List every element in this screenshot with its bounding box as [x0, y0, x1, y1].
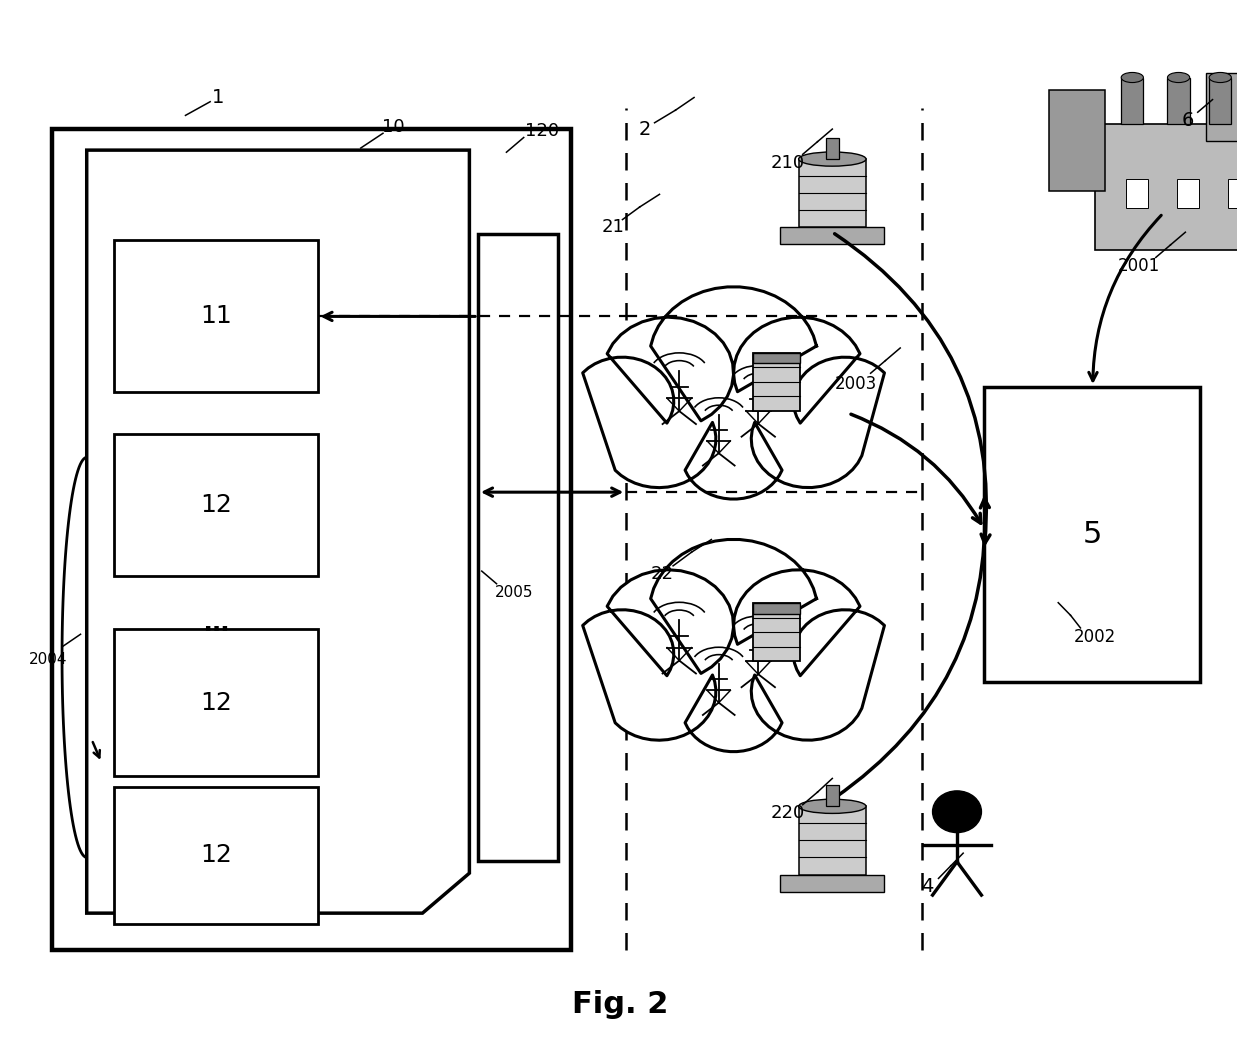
Bar — [754, 603, 800, 614]
Polygon shape — [583, 287, 884, 499]
Text: 6: 6 — [1182, 111, 1194, 130]
Bar — [826, 785, 838, 806]
Bar — [780, 227, 884, 244]
Text: 220: 220 — [771, 804, 805, 822]
Polygon shape — [87, 150, 470, 913]
Text: 210: 210 — [771, 153, 805, 171]
Text: 12: 12 — [200, 691, 232, 714]
Ellipse shape — [1168, 72, 1189, 83]
Text: 22: 22 — [651, 565, 673, 583]
Text: 2003: 2003 — [835, 375, 877, 393]
Bar — [114, 434, 317, 577]
Bar — [826, 139, 838, 159]
Bar — [1126, 179, 1148, 208]
Bar — [780, 875, 884, 892]
Text: 120: 120 — [526, 122, 559, 140]
Ellipse shape — [1121, 72, 1143, 83]
Bar — [754, 352, 800, 363]
Ellipse shape — [1209, 72, 1231, 83]
Text: 10: 10 — [382, 117, 404, 136]
Text: 2004: 2004 — [30, 652, 68, 667]
Text: ⋯: ⋯ — [202, 617, 228, 641]
Text: 2002: 2002 — [1074, 628, 1116, 646]
Text: 2: 2 — [639, 120, 651, 139]
Text: 1: 1 — [211, 88, 223, 107]
Polygon shape — [583, 540, 884, 751]
Bar — [799, 806, 866, 875]
Text: 4: 4 — [921, 877, 934, 896]
Bar — [1207, 73, 1240, 141]
Bar — [1121, 77, 1143, 124]
Bar — [1095, 124, 1240, 250]
Bar — [1209, 77, 1231, 124]
Text: 12: 12 — [200, 493, 232, 517]
Ellipse shape — [799, 152, 866, 166]
Text: 21: 21 — [601, 218, 624, 236]
Bar — [754, 352, 800, 411]
Bar — [114, 787, 317, 924]
Bar — [985, 387, 1200, 681]
Text: 12: 12 — [200, 843, 232, 868]
Ellipse shape — [799, 799, 866, 814]
Bar — [1177, 179, 1199, 208]
Bar — [799, 159, 866, 227]
Bar — [1049, 90, 1105, 191]
Text: 5: 5 — [1083, 519, 1102, 549]
Text: 11: 11 — [200, 304, 232, 328]
Bar — [479, 234, 558, 860]
Text: 2005: 2005 — [495, 585, 533, 600]
Bar — [1168, 77, 1189, 124]
Bar — [754, 603, 800, 661]
Text: 2001: 2001 — [1117, 257, 1159, 275]
Bar — [1228, 179, 1240, 208]
Text: Fig. 2: Fig. 2 — [572, 990, 668, 1019]
Circle shape — [932, 791, 981, 833]
Bar — [52, 129, 570, 950]
Bar — [114, 630, 317, 777]
Bar — [114, 239, 317, 393]
